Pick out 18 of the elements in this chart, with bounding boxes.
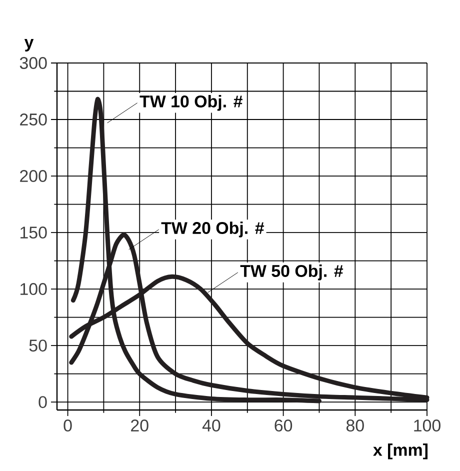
x-tick-label: 40 (202, 420, 220, 432)
x-tick-label: 60 (274, 420, 292, 432)
y-tick-label: 150 (20, 226, 47, 239)
annotation: TW 50 Obj. # (240, 264, 344, 280)
x-tick-label: 100 (414, 420, 440, 432)
annotation: TW 20 Obj. # (161, 222, 264, 238)
y-tick-label: 100 (20, 283, 47, 296)
y-tick-label: 50 (29, 340, 47, 352)
x-tick-label: 0 (64, 420, 72, 432)
y-tick-label: 300 (20, 56, 47, 69)
x-tick-label: 20 (131, 420, 148, 432)
x-axis-title: x [mm] (373, 444, 428, 460)
annotation: TW 10 Obj. # (140, 95, 242, 111)
x-tick-label: 80 (346, 420, 364, 432)
y-tick-label: 250 (20, 114, 47, 126)
y-tick-label: 200 (20, 170, 47, 182)
y-axis-title: y (24, 39, 34, 52)
y-tick-label: 0 (38, 396, 47, 408)
